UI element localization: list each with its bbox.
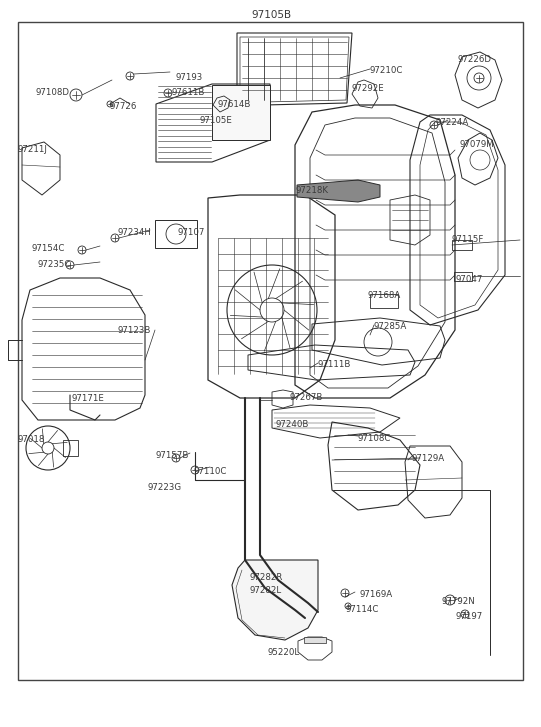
- Polygon shape: [297, 180, 380, 202]
- Text: 97210C: 97210C: [370, 66, 404, 75]
- Text: 97169A: 97169A: [360, 590, 393, 599]
- Polygon shape: [232, 560, 318, 640]
- Text: 97234H: 97234H: [117, 228, 151, 237]
- Text: 97218K: 97218K: [295, 186, 328, 195]
- Text: 97154C: 97154C: [32, 244, 65, 253]
- Text: 97129A: 97129A: [412, 454, 445, 463]
- Text: 97282R: 97282R: [250, 573, 283, 582]
- Text: 97107: 97107: [178, 228, 206, 237]
- Text: 97079M: 97079M: [460, 140, 495, 149]
- Text: 97197: 97197: [456, 612, 483, 621]
- Bar: [304, 637, 326, 643]
- Text: 97611B: 97611B: [172, 88, 206, 97]
- Bar: [370, 294, 398, 308]
- Text: 97226D: 97226D: [457, 55, 491, 64]
- Text: 95220L: 95220L: [268, 648, 300, 657]
- Text: 97168A: 97168A: [368, 291, 401, 300]
- Text: 97105E: 97105E: [200, 116, 233, 125]
- Text: 97614B: 97614B: [218, 100, 252, 109]
- Text: 97047: 97047: [456, 275, 483, 284]
- Text: 97193: 97193: [175, 73, 202, 82]
- Text: 97224A: 97224A: [436, 118, 469, 127]
- Polygon shape: [212, 85, 270, 140]
- Text: 97282L: 97282L: [250, 586, 282, 595]
- Text: 97292E: 97292E: [352, 84, 385, 93]
- Text: 97267B: 97267B: [290, 393, 324, 402]
- Text: 97111B: 97111B: [318, 360, 351, 369]
- Text: 97018: 97018: [18, 435, 45, 444]
- Text: 97115F: 97115F: [452, 235, 484, 244]
- Text: 97211J: 97211J: [18, 145, 48, 154]
- Text: 97108D: 97108D: [35, 88, 69, 97]
- Bar: [63, 440, 78, 456]
- Text: 97223G: 97223G: [148, 483, 182, 492]
- Text: 97108C: 97108C: [358, 434, 391, 443]
- Text: 97792N: 97792N: [442, 597, 476, 606]
- Text: 97240B: 97240B: [275, 420, 308, 429]
- Bar: [452, 240, 472, 250]
- Text: 97285A: 97285A: [374, 322, 407, 331]
- Bar: [155, 220, 197, 248]
- Text: 97114C: 97114C: [346, 605, 379, 614]
- Text: 97110C: 97110C: [193, 467, 226, 476]
- Text: 97105B: 97105B: [251, 10, 291, 20]
- Text: 97157B: 97157B: [155, 451, 188, 460]
- Text: 97235C: 97235C: [38, 260, 71, 269]
- Text: 97171E: 97171E: [72, 394, 105, 403]
- Text: 97123B: 97123B: [118, 326, 151, 335]
- Bar: [454, 272, 472, 281]
- Text: 97726: 97726: [110, 102, 137, 111]
